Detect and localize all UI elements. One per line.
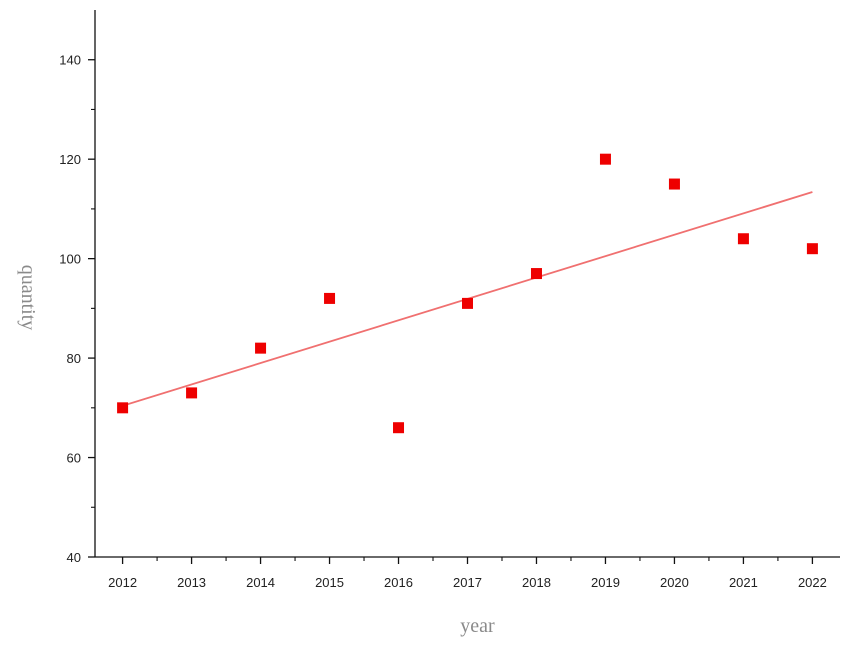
y-tick-label: 60: [67, 451, 81, 466]
data-point: [599, 153, 611, 165]
x-tick-label: 2016: [384, 575, 413, 590]
data-point: [186, 387, 198, 399]
data-point: [668, 178, 680, 190]
data-point: [117, 402, 129, 414]
y-tick-label: 140: [59, 53, 81, 68]
y-tick-label: 100: [59, 252, 81, 267]
y-axis-title: quantity: [17, 265, 39, 331]
axes: [94, 10, 840, 558]
x-tick-label: 2018: [522, 575, 551, 590]
data-point: [393, 422, 405, 434]
data-point: [324, 292, 336, 304]
x-tick-label: 2013: [177, 575, 206, 590]
x-tick-label: 2020: [660, 575, 689, 590]
x-ticks: 2012 2013 2014 2015 2016 2017 2018 2019 2020 2021…: [108, 557, 827, 590]
data-point: [530, 268, 542, 280]
x-tick-label: 2021: [729, 575, 758, 590]
y-tick-label: 120: [59, 152, 81, 167]
x-tick-label: 2017: [453, 575, 482, 590]
data-points: [117, 153, 818, 434]
x-tick-label: 2012: [108, 575, 137, 590]
y-tick-label: 40: [67, 550, 81, 565]
y-tick-label: 80: [67, 351, 81, 366]
data-point: [462, 297, 473, 309]
x-tick-label: 2022: [798, 575, 827, 590]
x-tick-label: 2014: [246, 575, 275, 590]
x-axis-title: year: [460, 615, 495, 637]
data-point: [255, 342, 267, 354]
x-tick-label: 2019: [591, 575, 620, 590]
x-tick-label: 2015: [315, 575, 344, 590]
data-point: [806, 243, 818, 255]
y-ticks: 40 60 80 100 120 140: [59, 53, 95, 565]
data-point: [737, 233, 749, 245]
